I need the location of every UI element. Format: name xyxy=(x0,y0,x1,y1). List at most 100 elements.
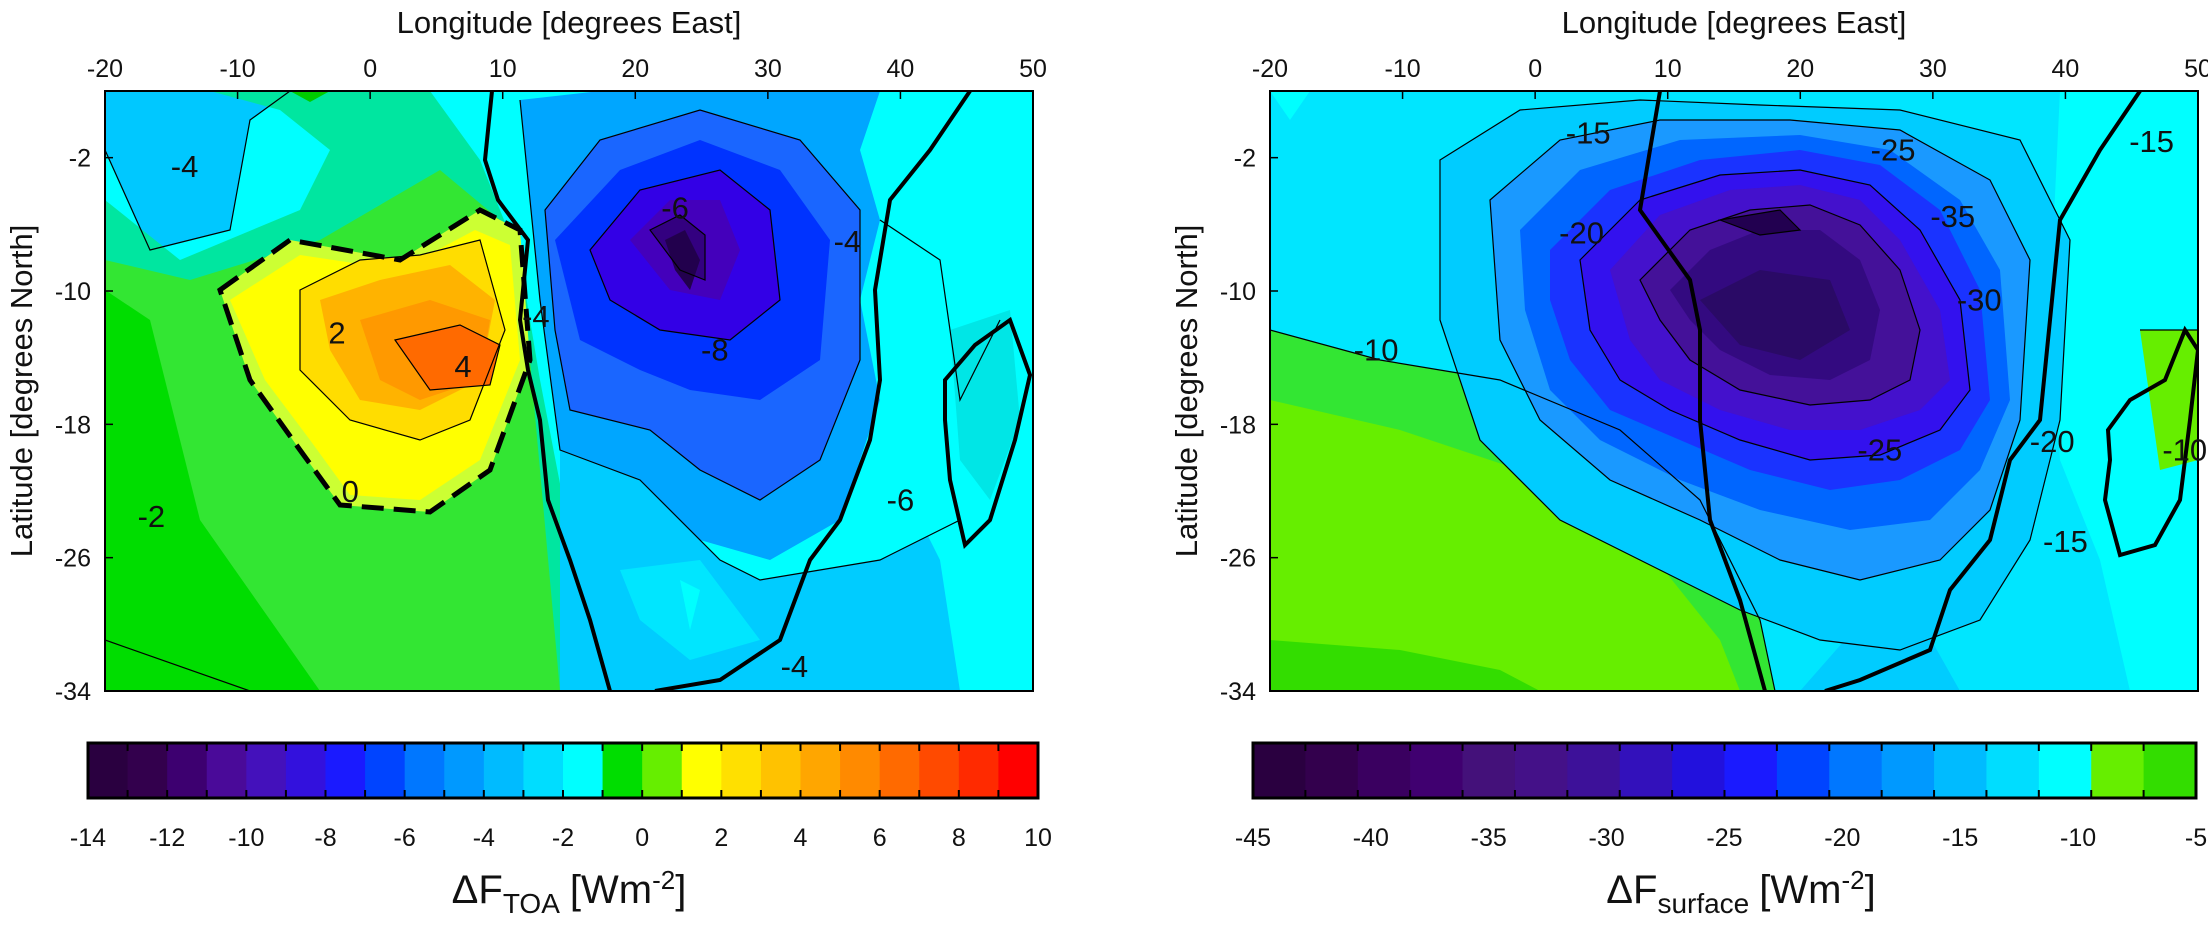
toa-contour-labels: -4 -6 2 4 -4 -8 -4 0 -2 -6 -4 xyxy=(138,149,915,684)
colorbar-swatch xyxy=(1253,743,1306,798)
contour-label: -10 xyxy=(2162,432,2207,467)
colorbar-swatch xyxy=(563,743,604,798)
colorbar-swatch xyxy=(642,743,683,798)
toa-longitude-ticks: -20 -10 0 10 20 30 40 50 xyxy=(87,55,1047,99)
contour-label: -20 xyxy=(1559,216,1604,251)
surface-x-axis-label: Longitude [degrees East] xyxy=(1562,5,1907,40)
y-tick-label: -26 xyxy=(55,545,91,573)
contour-label: -15 xyxy=(1566,116,1611,151)
colorbar-swatch xyxy=(958,743,999,798)
surface-filled-contours xyxy=(1270,91,2198,691)
surface-colorbar-title: ΔFsurface [Wm-2] xyxy=(1606,865,1875,919)
y-tick-label: -34 xyxy=(1220,678,1256,706)
colorbar-swatch xyxy=(919,743,960,798)
toa-latitude-ticks: -2 -10 -18 -26 -34 xyxy=(55,145,113,706)
surface-latitude-ticks: -2 -10 -18 -26 -34 xyxy=(1220,145,1278,706)
colorbar-tick-label: -30 xyxy=(1589,824,1625,852)
colorbar-tick-label: -12 xyxy=(149,824,185,852)
contour-label: -35 xyxy=(1930,199,1975,234)
x-tick-label: -20 xyxy=(87,55,123,83)
colorbar-swatch xyxy=(325,743,366,798)
surface-coastline xyxy=(1637,91,2198,691)
colorbar-swatch xyxy=(681,743,722,798)
colorbar-swatch xyxy=(879,743,920,798)
x-tick-label: 50 xyxy=(1019,55,1047,83)
surface-title-subscript: surface xyxy=(1657,888,1749,919)
surface-title-symbol: ΔF xyxy=(1606,868,1657,912)
colorbar-tick-label: -10 xyxy=(2060,824,2096,852)
toa-x-axis-label: Longitude [degrees East] xyxy=(397,5,742,40)
toa-y-axis-label: Latitude [degrees North] xyxy=(4,225,39,558)
colorbar-tick-label: -15 xyxy=(1942,824,1978,852)
contour-label: 0 xyxy=(342,474,359,509)
y-tick-label: -2 xyxy=(69,145,91,173)
colorbar-swatch xyxy=(1619,743,1673,798)
contour-label: -15 xyxy=(2129,124,2174,159)
contour-label: -8 xyxy=(701,332,729,367)
x-tick-label: -20 xyxy=(1252,55,1288,83)
toa-colorbar-ticks: -14 -12 -10 -8 -6 -4 -2 0 2 4 6 8 10 xyxy=(70,824,1052,852)
toa-colorbar-title: ΔFTOA [Wm-2] xyxy=(452,865,687,919)
colorbar-swatch xyxy=(800,743,841,798)
colorbar-swatch xyxy=(1410,743,1464,798)
colorbar-swatch xyxy=(760,743,801,798)
toa-title-unit-close: ] xyxy=(675,868,686,912)
colorbar-swatch xyxy=(2143,743,2197,798)
colorbar-tick-label: -5 xyxy=(2185,824,2207,852)
surface-contour-labels: -15 -25 -15 -20 -35 -30 -10 -25 -20 -15 -10 xyxy=(1354,116,2207,559)
colorbar-swatch xyxy=(1305,743,1359,798)
colorbar-tick-label: -6 xyxy=(394,824,416,852)
contour-label: -20 xyxy=(2030,424,2075,459)
surface-title-unit-exponent: -2 xyxy=(1841,865,1864,895)
x-tick-label: 40 xyxy=(2052,55,2080,83)
colorbar-swatch xyxy=(206,743,247,798)
colorbar-tick-label: -25 xyxy=(1706,824,1742,852)
colorbar-swatch xyxy=(483,743,524,798)
contour-label: -4 xyxy=(171,149,199,184)
colorbar-swatch xyxy=(2038,743,2092,798)
colorbar-swatch xyxy=(1357,743,1411,798)
colorbar-swatch xyxy=(88,743,129,798)
colorbar-swatch xyxy=(523,743,564,798)
contour-label: -25 xyxy=(1871,132,1916,167)
colorbar-swatch xyxy=(1934,743,1987,798)
y-tick-label: -18 xyxy=(1220,411,1256,439)
colorbar-swatch xyxy=(127,743,168,798)
toa-plot-frame xyxy=(104,90,1034,692)
contour-label: -10 xyxy=(1354,332,1399,367)
y-tick-label: -18 xyxy=(55,411,91,439)
zero-contour-dashed xyxy=(217,207,533,515)
x-tick-label: 0 xyxy=(1528,55,1542,83)
colorbar-swatch xyxy=(1776,743,1830,798)
surface-title-unit: [Wm xyxy=(1759,868,1841,912)
colorbar-tick-label: 2 xyxy=(714,824,728,852)
y-tick-label: -34 xyxy=(55,678,91,706)
colorbar-tick-label: 6 xyxy=(873,824,887,852)
colorbar-tick-label: -45 xyxy=(1235,824,1271,852)
x-tick-label: -10 xyxy=(220,55,256,83)
colorbar-tick-label: 4 xyxy=(794,824,808,852)
colorbar-swatch xyxy=(840,743,881,798)
colorbar-swatch xyxy=(285,743,326,798)
colorbar-tick-label: -10 xyxy=(228,824,264,852)
colorbar-swatch xyxy=(1881,743,1935,798)
toa-contour-lines xyxy=(105,91,1001,691)
colorbar-swatch xyxy=(721,743,762,798)
colorbar-tick-label: -40 xyxy=(1353,824,1389,852)
x-tick-label: 0 xyxy=(363,55,377,83)
colorbar-tick-label: -20 xyxy=(1824,824,1860,852)
x-tick-label: -10 xyxy=(1385,55,1421,83)
toa-title-unit-exponent: -2 xyxy=(652,865,675,895)
contour-label: -4 xyxy=(834,224,862,259)
contour-label: -4 xyxy=(781,649,809,684)
contour-label: -30 xyxy=(1957,282,2002,317)
colorbar-swatch xyxy=(1724,743,1778,798)
surface-colorbar xyxy=(1251,741,2198,800)
x-tick-label: 10 xyxy=(1654,55,1682,83)
y-tick-label: -10 xyxy=(1220,278,1256,306)
toa-colorbar xyxy=(86,741,1040,800)
colorbar-swatch xyxy=(1672,743,1725,798)
x-tick-label: 10 xyxy=(489,55,517,83)
x-tick-label: 30 xyxy=(1919,55,1947,83)
